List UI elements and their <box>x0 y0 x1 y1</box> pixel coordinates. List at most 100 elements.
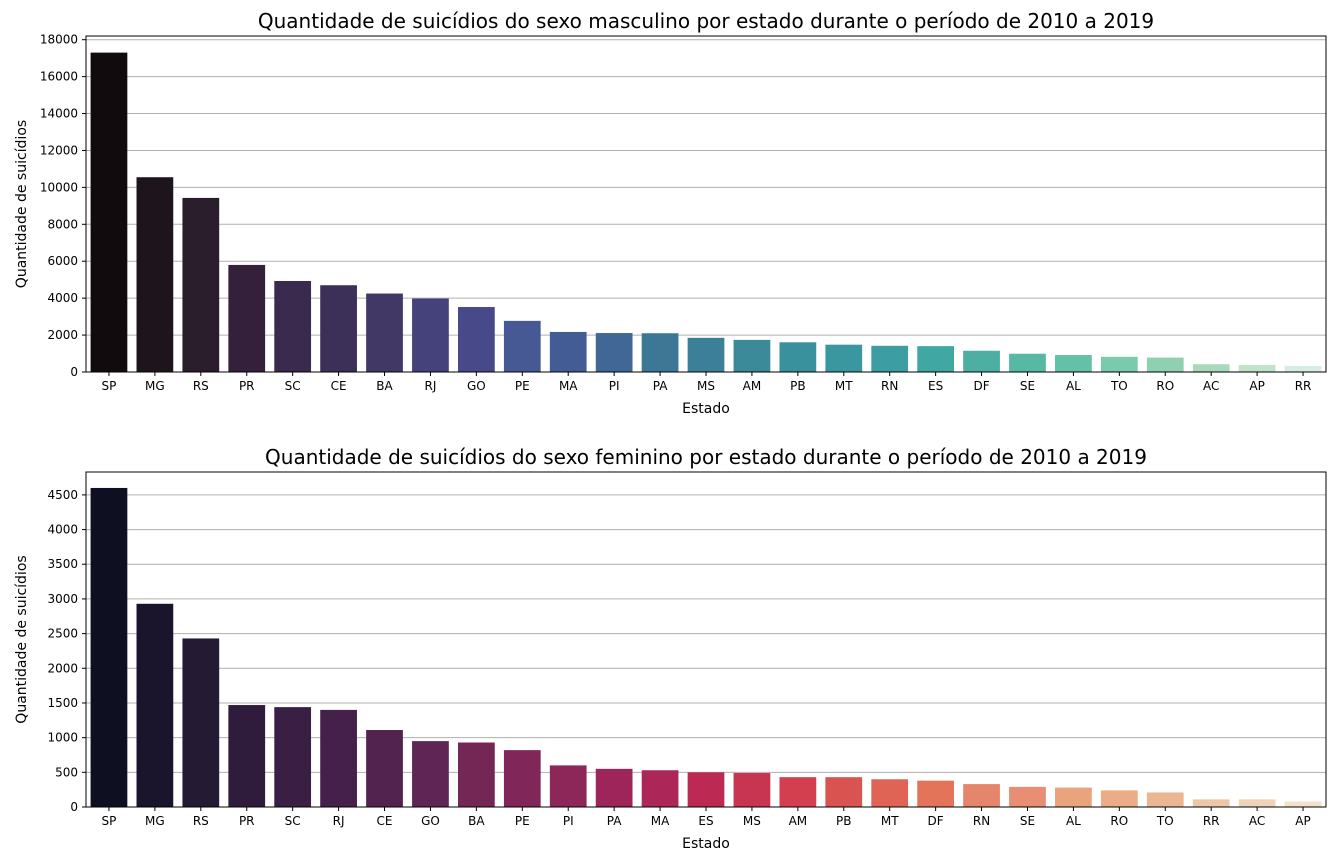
x-tick-label: AC <box>1249 814 1265 828</box>
y-tick-label: 6000 <box>47 254 78 268</box>
x-tick-label: RR <box>1295 379 1312 393</box>
x-tick-label: PA <box>653 379 668 393</box>
x-tick-label: RN <box>973 814 990 828</box>
y-tick-label: 4000 <box>47 523 78 537</box>
bar-CE <box>320 285 357 372</box>
bar-AL <box>1055 355 1092 372</box>
bar-AM <box>779 777 817 807</box>
x-tick-label: BA <box>376 379 393 393</box>
y-tick-label: 0 <box>70 800 78 814</box>
bar-PI <box>595 333 633 372</box>
bar-SC <box>274 280 312 372</box>
bar-GO <box>458 307 495 372</box>
bar-RR <box>1284 365 1322 372</box>
bar-RS <box>182 638 220 807</box>
y-tick-label: 18000 <box>40 33 78 47</box>
bar-ES <box>687 772 725 807</box>
y-tick-label: 4000 <box>47 291 78 305</box>
x-tick-label: MT <box>835 379 853 393</box>
bar-AC <box>1238 799 1276 807</box>
bar-RO <box>1100 790 1138 807</box>
x-axis-label: Estado <box>682 401 730 417</box>
bar-RN <box>871 345 909 372</box>
bar-AC <box>1192 364 1230 372</box>
bar-MA <box>641 770 679 807</box>
y-tick-label: 2500 <box>47 627 78 641</box>
bar-SP <box>90 487 128 807</box>
x-tick-label: RJ <box>424 379 436 393</box>
x-tick-label: DF <box>973 379 989 393</box>
y-tick-label: 2000 <box>47 328 78 342</box>
x-tick-label: PR <box>239 379 255 393</box>
bar-RJ <box>412 298 449 372</box>
x-tick-label: SE <box>1020 814 1035 828</box>
x-tick-label: AL <box>1066 379 1081 393</box>
bar-PR <box>228 264 266 372</box>
x-tick-label: PI <box>563 814 574 828</box>
y-tick-label: 1500 <box>47 696 78 710</box>
bar-MG <box>136 177 174 372</box>
y-tick-label: 3500 <box>47 557 78 571</box>
y-tick-label: 1000 <box>47 731 78 745</box>
x-tick-label: GO <box>467 379 486 393</box>
x-tick-label: RS <box>193 379 209 393</box>
x-tick-label: PR <box>239 814 255 828</box>
x-tick-label: RJ <box>333 814 345 828</box>
x-tick-label: PE <box>515 814 530 828</box>
bar-CE <box>366 730 403 807</box>
bar-PE <box>503 320 541 372</box>
x-tick-label: AM <box>743 379 762 393</box>
x-tick-label: MG <box>145 379 165 393</box>
bar-TO <box>1146 792 1184 807</box>
x-tick-label: MA <box>559 379 578 393</box>
bar-SC <box>274 707 312 807</box>
bar-SE <box>1009 786 1046 807</box>
x-tick-label: MT <box>881 814 899 828</box>
x-tick-label: TO <box>1156 814 1174 828</box>
bar-PB <box>779 342 817 372</box>
bar-AP <box>1284 801 1322 807</box>
x-tick-label: MG <box>145 814 165 828</box>
x-tick-label: DF <box>928 814 944 828</box>
bar-GO <box>412 741 449 807</box>
bar-AM <box>733 339 771 372</box>
bar-MS <box>687 337 725 372</box>
bar-DF <box>963 350 1000 372</box>
bar-RR <box>1192 799 1230 807</box>
bar-RO <box>1146 357 1184 372</box>
x-tick-label: MS <box>697 379 715 393</box>
x-tick-label: SP <box>102 379 117 393</box>
chart-title: Quantidade de suicídios do sexo masculin… <box>258 9 1154 33</box>
x-tick-label: TO <box>1110 379 1128 393</box>
x-tick-label: AP <box>1295 814 1310 828</box>
y-tick-label: 2000 <box>47 661 78 675</box>
x-tick-label: MA <box>651 814 670 828</box>
y-tick-label: 16000 <box>40 70 78 84</box>
x-tick-label: RN <box>881 379 898 393</box>
plot-frame <box>85 35 1327 373</box>
bar-RJ <box>320 709 357 807</box>
x-tick-label: AP <box>1249 379 1264 393</box>
x-tick-label: AL <box>1066 814 1081 828</box>
bar-DF <box>917 780 954 807</box>
x-tick-label: PB <box>790 379 805 393</box>
bar-PE <box>503 750 541 807</box>
bar-SP <box>90 52 128 372</box>
x-tick-label: CE <box>377 814 393 828</box>
y-tick-label: 10000 <box>40 180 78 194</box>
chart-title: Quantidade de suicídios do sexo feminino… <box>265 445 1147 469</box>
x-tick-label: RO <box>1156 379 1174 393</box>
x-tick-label: SC <box>285 814 301 828</box>
bar-SE <box>1009 353 1046 372</box>
x-axis-label: Estado <box>682 836 730 852</box>
bar-MS <box>733 773 771 807</box>
y-axis-label: Quantidade de suicídios <box>14 120 30 288</box>
bar-MA <box>549 331 587 372</box>
y-tick-label: 8000 <box>47 217 78 231</box>
y-tick-label: 0 <box>70 365 78 379</box>
x-tick-label: SC <box>285 379 301 393</box>
x-tick-label: AC <box>1203 379 1219 393</box>
bar-PA <box>595 768 633 807</box>
chart-female: 0 500 1000 1500 2000 2500 3000 3500 4000 4500 SP MG… <box>14 445 1327 852</box>
